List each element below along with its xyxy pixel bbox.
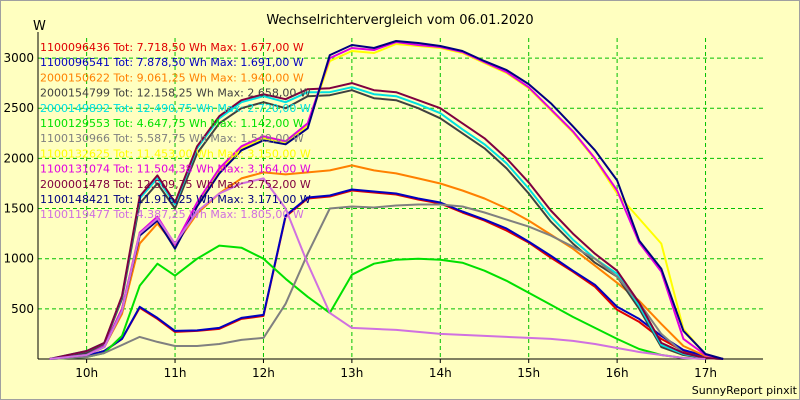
legend-entry-2000001478: 2000001478 Tot: 12.509,75 Wh Max: 2.752,… bbox=[40, 178, 311, 191]
legend-entry-1100131074: 1100131074 Tot: 11.504,38 Wh Max: 3.164,… bbox=[40, 163, 311, 176]
y-tick-label: 2500 bbox=[3, 101, 34, 115]
legend-entry-1100129553: 1100129553 Tot: 4.647,75 Wh Max: 1.142,0… bbox=[40, 117, 304, 130]
axes: 500 1000 1500 2000 2500 3000 10h 11h 12h 13h 14h 15… bbox=[3, 32, 763, 380]
series-line-1100148421 bbox=[49, 40, 724, 360]
x-tick-label: 13h bbox=[340, 366, 363, 380]
series-line-2000150622 bbox=[49, 164, 724, 360]
y-tick-label: 500 bbox=[11, 302, 34, 316]
x-tick-label: 16h bbox=[606, 366, 629, 380]
x-tick-label: 17h bbox=[694, 366, 717, 380]
x-tick-label: 14h bbox=[429, 366, 452, 380]
legend-entry-1100132625: 1100132625 Tot: 11.453,00 Wh Max: 3.150,… bbox=[40, 147, 311, 160]
x-tick-label: 15h bbox=[517, 366, 540, 380]
legend-entry-2000154799: 2000154799 Tot: 12.158,25 Wh Max: 2.658,… bbox=[40, 87, 311, 100]
y-tick-label: 2000 bbox=[3, 151, 34, 165]
series-line-1100130966 bbox=[49, 203, 724, 360]
y-axis-unit-label: W bbox=[33, 19, 46, 34]
x-tick-label: 10h bbox=[75, 366, 98, 380]
series-line-1100119477 bbox=[49, 177, 706, 360]
series-line-1100096541 bbox=[49, 188, 724, 360]
legend: 1100096436 Tot: 7.718,50 Wh Max: 1.677,0… bbox=[40, 41, 311, 221]
legend-entry-1100096541: 1100096541 Tot: 7.878,50 Wh Max: 1.691,0… bbox=[40, 56, 304, 69]
legend-entry-2000150622: 2000150622 Tot: 9.061,25 Wh Max: 1.940,0… bbox=[40, 71, 304, 84]
footer-credit: SunnyReport pinxit bbox=[692, 384, 798, 397]
legend-entry-1100096436: 1100096436 Tot: 7.718,50 Wh Max: 1.677,0… bbox=[40, 41, 304, 54]
series-lines bbox=[49, 40, 724, 360]
series-line-2000149892 bbox=[49, 86, 724, 360]
series-line-1100129553 bbox=[49, 244, 706, 360]
legend-entry-1100130966: 1100130966 Tot: 5.587,75 Wh Max: 1.549,0… bbox=[40, 132, 304, 145]
x-tick-label: 11h bbox=[164, 366, 187, 380]
legend-entry-2000149892: 2000149892 Tot: 12.490,75 Wh Max: 2.720,… bbox=[40, 102, 311, 115]
y-tick-label: 3000 bbox=[3, 51, 34, 65]
grid bbox=[38, 38, 763, 359]
chart-title: Wechselrichtervergleich vom 06.01.2020 bbox=[266, 13, 533, 28]
series-line-2000001478 bbox=[49, 82, 724, 360]
x-tick-label: 12h bbox=[252, 366, 275, 380]
y-tick-label: 1500 bbox=[3, 202, 34, 216]
y-tick-label: 1000 bbox=[3, 252, 34, 266]
legend-entry-1100119477: 1100119477 Tot: 4.387,25 Wh Max: 1.805,0… bbox=[40, 208, 304, 221]
legend-entry-1100148421: 1100148421 Tot: 11.916,25 Wh Max: 3.171,… bbox=[40, 193, 311, 206]
